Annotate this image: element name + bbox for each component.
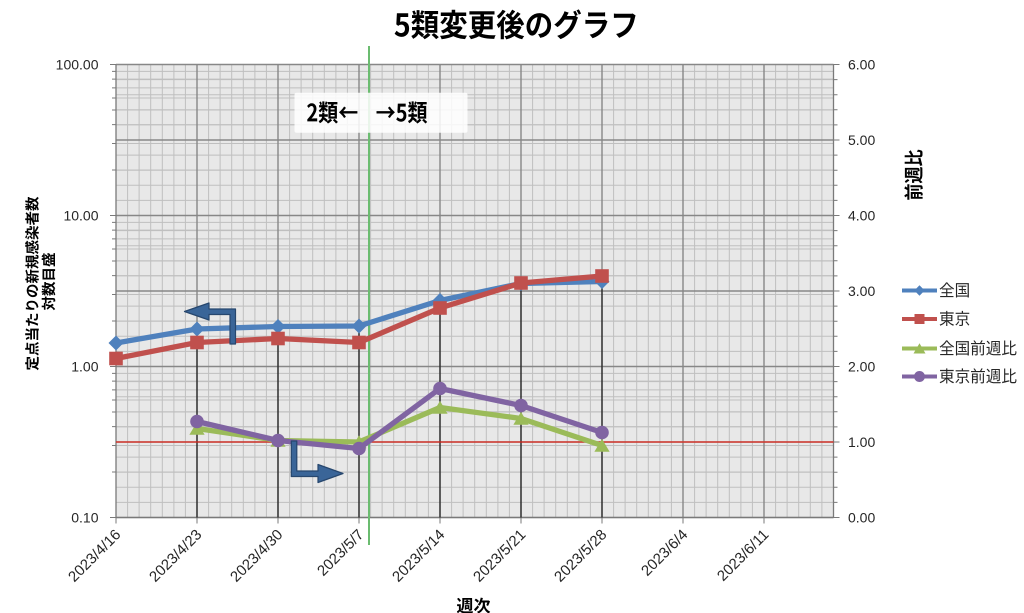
- svg-text:5.00: 5.00: [848, 132, 875, 148]
- svg-text:1.00: 1.00: [848, 434, 875, 450]
- svg-text:0.10: 0.10: [71, 509, 98, 525]
- svg-text:0.00: 0.00: [848, 509, 875, 525]
- svg-text:10.00: 10.00: [63, 207, 98, 223]
- svg-text:6.00: 6.00: [848, 56, 875, 72]
- svg-text:1.00: 1.00: [71, 358, 98, 374]
- svg-text:100.00: 100.00: [56, 56, 99, 72]
- svg-text:4.00: 4.00: [848, 207, 875, 223]
- svg-text:3.00: 3.00: [848, 283, 875, 299]
- svg-text:2.00: 2.00: [848, 358, 875, 374]
